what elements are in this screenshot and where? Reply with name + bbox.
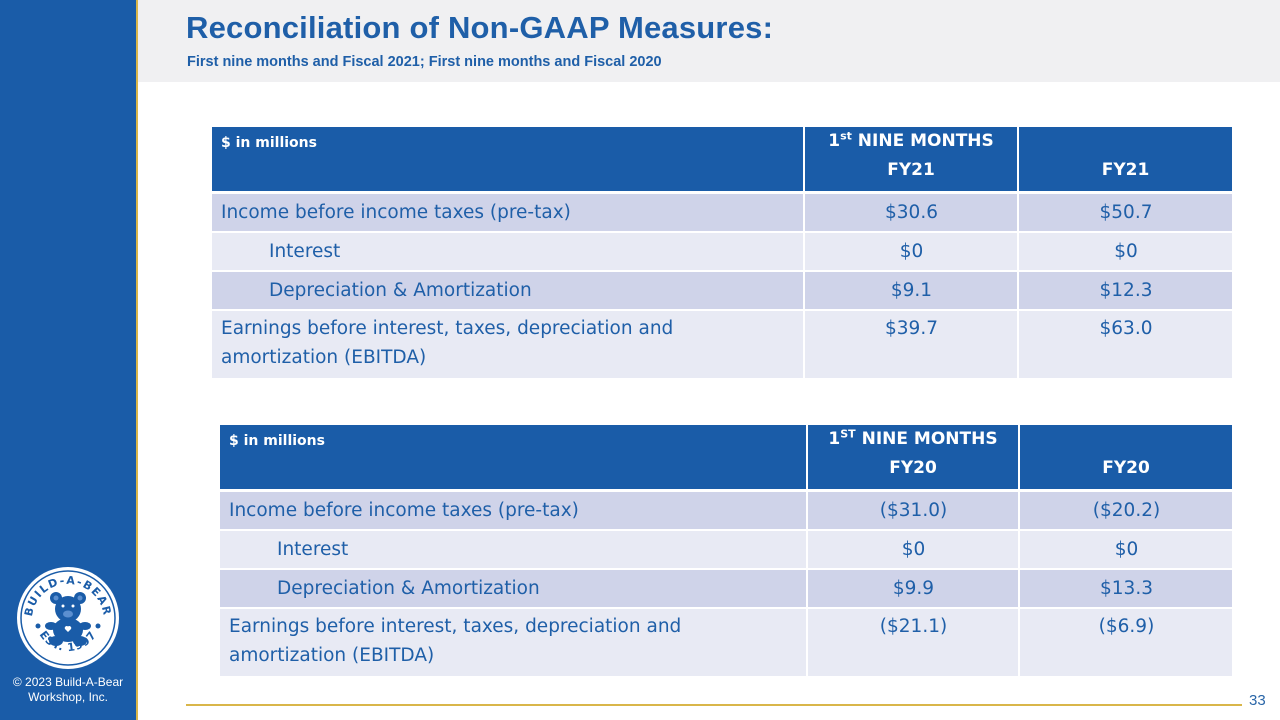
page-subtitle: First nine months and Fiscal 2021; First…: [187, 54, 662, 70]
page-title: Reconciliation of Non-GAAP Measures:: [186, 10, 774, 45]
reconciliation-table-fy21: $ in millions 1st NINE MONTHS FY21 FY21 …: [212, 127, 1232, 380]
row-label: Income before income taxes (pre-tax): [220, 490, 808, 531]
header-nine-months: NINE MONTHS: [861, 429, 998, 449]
row-label: Interest: [220, 530, 808, 570]
fiscal-year-header: FY21: [1018, 127, 1232, 194]
row-value-fiscal-year: $0: [1018, 232, 1232, 272]
fiscal-year-header: FY20: [1019, 425, 1232, 492]
table-row: Interest $0 $0: [220, 530, 1232, 570]
row-label: Earnings before interest, taxes, depreci…: [220, 607, 808, 678]
row-value-fiscal-year: $13.3: [1019, 569, 1232, 609]
row-label: Earnings before interest, taxes, depreci…: [212, 309, 805, 380]
row-value-nine-months: $39.7: [804, 309, 1019, 380]
bear-logo-icon: BUILD-A-BEAR EST. 1997: [17, 567, 119, 669]
row-value-fiscal-year: ($6.9): [1019, 607, 1232, 678]
row-value-nine-months: $9.1: [804, 271, 1019, 311]
row-label-line-1: Earnings before interest, taxes, depreci…: [221, 318, 674, 339]
table-row-total: Earnings before interest, taxes, depreci…: [212, 309, 1232, 380]
header-ordinal: 1: [828, 131, 841, 151]
copyright-line-1: © 2023 Build-A-Bear: [12, 675, 124, 689]
header-nine-months: NINE MONTHS: [857, 131, 994, 151]
nine-months-header: 1ST NINE MONTHS FY20: [807, 425, 1020, 492]
copyright-line-2: Workshop, Inc.: [28, 690, 108, 704]
row-label: Income before income taxes (pre-tax): [212, 192, 805, 233]
row-label-line-2: amortization (EBITDA): [229, 645, 435, 666]
row-value-fiscal-year: $12.3: [1018, 271, 1232, 311]
row-value-nine-months: $9.9: [807, 569, 1020, 609]
header-band: [138, 0, 1280, 82]
row-value-nine-months: $0: [804, 232, 1019, 272]
row-value-nine-months: $0: [807, 530, 1020, 570]
footer-divider: [186, 704, 1242, 706]
row-value-nine-months: ($21.1): [807, 607, 1020, 678]
header-ordinal-suffix: st: [840, 129, 852, 143]
table-row: Depreciation & Amortization $9.9 $13.3: [220, 569, 1232, 609]
table-row: Income before income taxes (pre-tax) ($3…: [220, 490, 1232, 531]
reconciliation-table-fy20: $ in millions 1ST NINE MONTHS FY20 FY20 …: [220, 425, 1232, 678]
table-header-row: $ in millions 1st NINE MONTHS FY21 FY21: [212, 127, 1232, 194]
row-value-nine-months: $30.6: [804, 192, 1019, 233]
row-value-fiscal-year: ($20.2): [1019, 490, 1232, 531]
header-ordinal: 1: [828, 429, 841, 449]
row-label: Depreciation & Amortization: [212, 271, 805, 311]
header-ordinal-suffix: ST: [840, 427, 856, 441]
row-value-fiscal-year: $63.0: [1018, 309, 1232, 380]
table-row-total: Earnings before interest, taxes, depreci…: [220, 607, 1232, 678]
units-header: $ in millions: [212, 127, 805, 194]
table-row: Depreciation & Amortization $9.1 $12.3: [212, 271, 1232, 311]
table-row: Interest $0 $0: [212, 232, 1232, 272]
sidebar-divider: [136, 0, 138, 720]
row-label: Interest: [212, 232, 805, 272]
header-year: FY20: [889, 458, 937, 478]
row-label-line-2: amortization (EBITDA): [221, 347, 427, 368]
table-header-row: $ in millions 1ST NINE MONTHS FY20 FY20: [220, 425, 1232, 492]
copyright: © 2023 Build-A-Bear Workshop, Inc.: [0, 675, 136, 705]
row-value-nine-months: ($31.0): [807, 490, 1020, 531]
row-value-fiscal-year: $0: [1019, 530, 1232, 570]
row-value-fiscal-year: $50.7: [1018, 192, 1232, 233]
nine-months-header: 1st NINE MONTHS FY21: [804, 127, 1019, 194]
page-number: 33: [1249, 692, 1266, 709]
row-label-line-1: Earnings before interest, taxes, depreci…: [229, 616, 682, 637]
row-label: Depreciation & Amortization: [220, 569, 808, 609]
units-header: $ in millions: [220, 425, 808, 492]
header-year: FY21: [887, 160, 935, 180]
table-row: Income before income taxes (pre-tax) $30…: [212, 192, 1232, 233]
